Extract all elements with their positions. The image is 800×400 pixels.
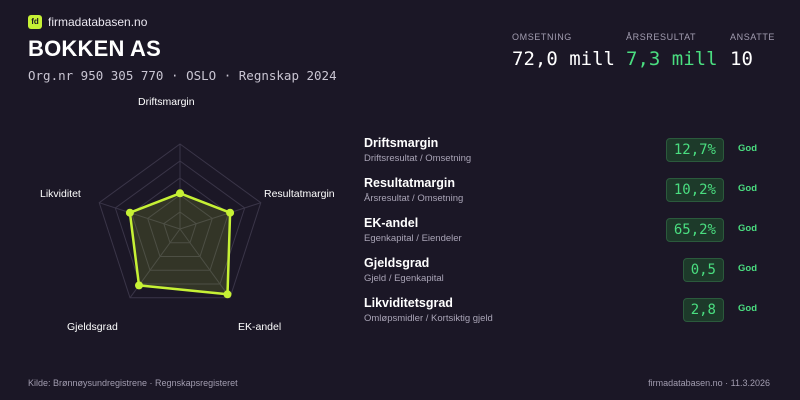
kpi-arsresultat: ÅRSRESULTAT 7,3 mill (626, 32, 718, 70)
radar-grid-ring (98, 143, 262, 299)
radar-axis-line (179, 228, 231, 299)
kpi-value: 7,3 mill (626, 48, 718, 70)
metric-description: Årsresultat / Omsetning (364, 193, 464, 204)
metric-value: 12,7% (665, 138, 724, 162)
radar-grid-ring (163, 211, 197, 244)
metric-name: Driftsmargin (364, 136, 439, 150)
radar-data-point (135, 281, 143, 290)
separator: · (171, 68, 187, 83)
metric-row-ek-andel: EK-andel Egenkapital / Eiendeler 65,2% G… (364, 216, 764, 256)
metric-description: Driftsresultat / Omsetning (364, 153, 472, 164)
metric-value: 2,8 (682, 298, 724, 322)
radar-label-driftsmargin: Driftsmargin (138, 96, 195, 108)
kpi-value: 72,0 mill (512, 48, 615, 70)
company-city: OSLO (186, 68, 217, 83)
footer-source: Kilde: Brønnøysundregistrene · Regnskaps… (28, 378, 238, 388)
metric-row-resultatmargin: Resultatmargin Årsresultat / Omsetning 1… (364, 176, 764, 216)
kpi-omsetning: OMSETNING 72,0 mill (512, 32, 615, 70)
kpi-label: OMSETNING (512, 32, 572, 42)
radar-grid-ring (147, 194, 213, 257)
radar-label-likviditet: Likviditet (40, 188, 81, 200)
separator: · (223, 68, 239, 83)
metric-status-badge: God (738, 223, 757, 234)
kpi-label: ÅRSRESULTAT (626, 32, 697, 42)
radar-data-point (125, 208, 134, 217)
metric-status-badge: God (738, 143, 757, 154)
radar-data-area (128, 192, 232, 296)
radar-label-resultatmargin: Resultatmargin (264, 188, 335, 200)
org-number: Org.nr 950 305 770 (28, 68, 164, 83)
radar-chart: Driftsmargin Resultatmargin EK-andel Gje… (0, 90, 350, 350)
metric-value: 10,2% (665, 178, 724, 202)
metric-row-gjeldsgrad: Gjeldsgrad Gjeld / Egenkapital 0,5 God (364, 256, 764, 296)
kpi-value: 10 (730, 48, 753, 70)
brand[interactable]: fd firmadatabasen.no (28, 15, 147, 29)
radar-data-point (226, 208, 235, 217)
radar-label-ek-andel: EK-andel (238, 321, 282, 333)
metric-row-driftsmargin: Driftsmargin Driftsresultat / Omsetning … (364, 136, 764, 176)
brand-name: firmadatabasen.no (48, 15, 148, 29)
kpi-label: ANSATTE (730, 32, 776, 42)
radar-axis-line (179, 202, 261, 230)
radar-axis-line (99, 202, 181, 230)
metric-status-badge: God (738, 183, 757, 194)
metric-status-badge: God (738, 263, 757, 274)
metric-description: Gjeld / Egenkapital (364, 273, 444, 284)
footer-site-date: firmadatabasen.no · 11.3.2026 (648, 378, 770, 388)
metric-value: 0,5 (682, 258, 724, 282)
metric-name: Likviditetsgrad (364, 296, 453, 310)
metric-name: EK-andel (364, 216, 419, 230)
metric-description: Egenkapital / Eiendeler (364, 233, 462, 244)
radar-grid-ring (130, 177, 230, 271)
metric-row-likviditetsgrad: Likviditetsgrad Omløpsmidler / Kortsikti… (364, 296, 764, 336)
fd-logo-icon: fd (28, 15, 42, 29)
metric-description: Omløpsmidler / Kortsiktig gjeld (364, 313, 493, 324)
radar-label-gjeldsgrad: Gjeldsgrad (67, 321, 118, 333)
radar-grid-ring (114, 160, 246, 285)
radar-data-point (223, 290, 232, 299)
company-subline: Org.nr 950 305 770 · OSLO · Regnskap 202… (28, 68, 337, 83)
metric-name: Gjeldsgrad (364, 256, 430, 270)
accounting-period: Regnskap 2024 (238, 68, 337, 83)
metrics-list: Driftsmargin Driftsresultat / Omsetning … (364, 136, 764, 336)
metric-value: 65,2% (665, 218, 724, 242)
radar-svg (98, 143, 262, 299)
kpi-ansatte: ANSATTE 10 (730, 32, 775, 70)
metric-name: Resultatmargin (364, 176, 455, 190)
company-name: BOKKEN AS (28, 36, 161, 61)
radar-data-point (176, 189, 184, 198)
metric-status-badge: God (738, 303, 757, 314)
